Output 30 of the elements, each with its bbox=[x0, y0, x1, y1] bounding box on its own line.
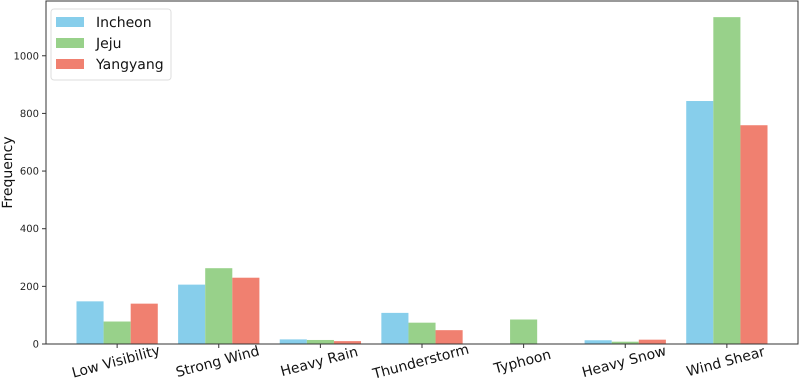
y-tick-label: 800 bbox=[20, 108, 39, 120]
bar bbox=[130, 304, 158, 344]
bar bbox=[381, 312, 408, 344]
x-tick-label: Wind Shear bbox=[684, 344, 767, 380]
x-tick-label: Typhoon bbox=[491, 346, 553, 378]
bar bbox=[510, 320, 538, 344]
y-tick-label: 200 bbox=[20, 282, 39, 293]
y-tick-label: 1000 bbox=[14, 51, 39, 62]
x-tick-label: Heavy Rain bbox=[278, 344, 360, 380]
x-tick-label: Heavy Snow bbox=[580, 343, 668, 382]
bar bbox=[740, 125, 768, 344]
bar bbox=[205, 268, 232, 344]
bar bbox=[686, 101, 714, 344]
bar bbox=[104, 322, 131, 344]
y-axis-title: Frequency bbox=[0, 136, 16, 209]
x-tick-label: Low Visibility bbox=[70, 342, 162, 382]
bar bbox=[408, 322, 436, 344]
y-tick-label: 400 bbox=[20, 224, 39, 236]
bar bbox=[232, 278, 260, 344]
y-tick-label: 0 bbox=[32, 340, 39, 350]
legend-label: Incheon bbox=[96, 15, 152, 31]
legend-label: Jeju bbox=[95, 36, 122, 52]
bar bbox=[436, 330, 463, 344]
bar bbox=[76, 301, 104, 344]
bar bbox=[638, 340, 666, 344]
y-tick-label: 600 bbox=[20, 166, 39, 178]
x-tick-label: Strong Wind bbox=[174, 343, 262, 381]
bar bbox=[178, 284, 206, 344]
bar bbox=[713, 17, 740, 344]
legend-label: Yangyang bbox=[95, 57, 164, 73]
